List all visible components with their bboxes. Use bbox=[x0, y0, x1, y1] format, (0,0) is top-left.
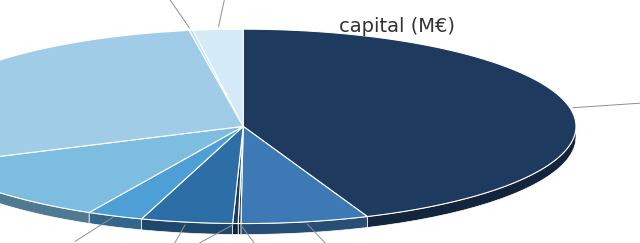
Text: Biotechnology
6: Biotechnology 6 bbox=[50, 225, 233, 243]
Polygon shape bbox=[141, 219, 233, 234]
Text: Cyber
55: Cyber 55 bbox=[217, 0, 252, 27]
Polygon shape bbox=[0, 164, 89, 224]
Polygon shape bbox=[89, 126, 243, 219]
Polygon shape bbox=[243, 29, 576, 217]
Text: SaaS
3: SaaS 3 bbox=[241, 226, 317, 243]
Polygon shape bbox=[367, 126, 576, 227]
Polygon shape bbox=[141, 126, 243, 224]
Text: AI&ML
101: AI&ML 101 bbox=[135, 225, 185, 243]
Polygon shape bbox=[238, 126, 243, 224]
Polygon shape bbox=[238, 224, 241, 234]
Polygon shape bbox=[241, 217, 367, 234]
Text: Edtech
141: Edtech 141 bbox=[307, 224, 373, 243]
Text: Fintech
1000: Fintech 1000 bbox=[573, 75, 640, 108]
Polygon shape bbox=[189, 30, 243, 126]
Polygon shape bbox=[233, 126, 243, 224]
Polygon shape bbox=[0, 30, 243, 164]
Polygon shape bbox=[233, 224, 238, 234]
Polygon shape bbox=[0, 126, 243, 213]
Text: Health
62: Health 62 bbox=[31, 217, 113, 243]
Text: FoodTech
4: FoodTech 4 bbox=[108, 0, 189, 28]
Polygon shape bbox=[89, 213, 141, 230]
Text: capital (M€): capital (M€) bbox=[339, 17, 455, 36]
Polygon shape bbox=[241, 126, 367, 224]
Polygon shape bbox=[193, 29, 243, 126]
